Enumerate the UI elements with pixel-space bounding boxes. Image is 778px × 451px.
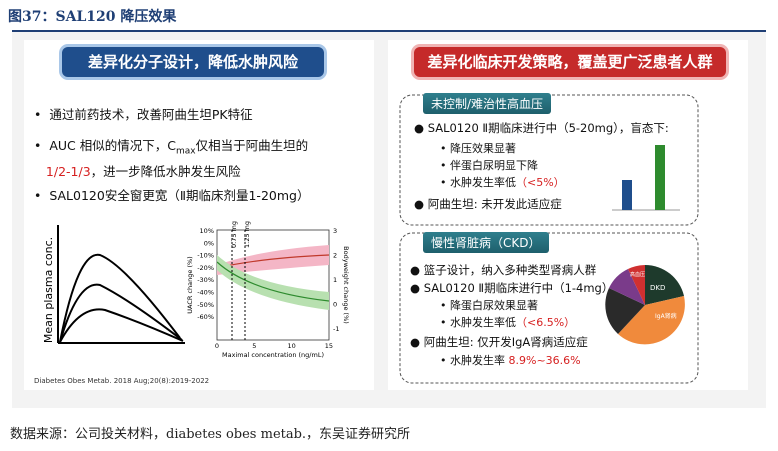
axis-label: UACR change (%) bbox=[186, 256, 194, 313]
sub-item: • 水肿发生率 8.9%~36.6% bbox=[440, 354, 581, 367]
tick-label: 3 bbox=[333, 227, 337, 235]
highlight: 8.9%~36.6% bbox=[508, 354, 581, 367]
marker-label: 1.25 mg bbox=[243, 221, 251, 248]
bullet-text: ，进一步降低水肿发生风险 bbox=[90, 163, 241, 179]
section-title: 慢性肾脏病（CKD） bbox=[423, 232, 549, 253]
item: ● 篮子设计，纳入多种类型肾病人群 bbox=[410, 263, 597, 277]
sub-text: 水肿发生率低 bbox=[450, 176, 516, 189]
bullet: • AUC 相似的情况下，Cmax仅相当于阿曲生坦的 1/2-1/3，进一步降低… bbox=[34, 138, 309, 179]
tick-label: 0 bbox=[333, 301, 337, 309]
bullet-text: 仅相当于阿曲生坦的 bbox=[195, 138, 309, 153]
section-title: 未控制/难治性高血压 bbox=[423, 93, 552, 114]
sub-text: 水肿发生率低 bbox=[450, 316, 516, 329]
tick-label: -40% bbox=[197, 289, 214, 297]
tick-label: 5 bbox=[252, 342, 256, 350]
sub-text: 降蛋白尿效果显著 bbox=[450, 299, 538, 312]
marker-label: 0.75 mg bbox=[230, 221, 238, 248]
right-heading: 差异化临床开发策略，覆盖更广泛患者人群 bbox=[414, 47, 726, 77]
item: ● SAL0120 Ⅱ期临床进行中（5-20mg），盲态下: bbox=[414, 121, 669, 135]
sub-item: • 水肿发生率低（<5%） bbox=[440, 176, 565, 189]
pie-graphic: DKD IgA肾病 高血压 bbox=[605, 265, 685, 345]
sub-item: • 水肿发生率低（<6.5%） bbox=[440, 316, 576, 329]
tick-label: 1 bbox=[333, 276, 337, 284]
sub-text: 伴蛋白尿明显下降 bbox=[450, 159, 538, 172]
item-text: SAL0120 Ⅱ期临床进行中（1-4mg） bbox=[423, 281, 614, 295]
subscript: max bbox=[175, 146, 196, 157]
tick-label: -60% bbox=[197, 313, 214, 321]
item-text: 阿曲生坦: 未开发此适应症 bbox=[427, 197, 562, 211]
pie-label: DKD bbox=[650, 284, 665, 292]
sub-item: • 降蛋白尿效果显著 bbox=[440, 299, 538, 312]
tick-label: 10% bbox=[200, 227, 214, 235]
pie-label: IgA肾病 bbox=[655, 312, 677, 320]
item: ● 阿曲生坦: 未开发此适应症 bbox=[414, 197, 562, 211]
tick-label: 0 bbox=[215, 342, 219, 350]
sub-item: • 伴蛋白尿明显下降 bbox=[440, 159, 538, 172]
tick-label: -50% bbox=[197, 301, 214, 309]
section-box bbox=[399, 232, 699, 384]
pk-chart: Mean plasma conc. bbox=[42, 225, 185, 344]
axis-label: Maximal concentration (ng/mL) bbox=[222, 351, 324, 359]
left-heading: 差异化分子设计，降低水肿风险 bbox=[62, 47, 324, 77]
citation: Diabetes Obes Metab. 2018 Aug;20(8):2019… bbox=[34, 377, 209, 385]
tick-label: -30% bbox=[197, 276, 214, 284]
bullet-text: SAL0120安全窗更宽（Ⅱ期临床剂量1-20mg） bbox=[49, 188, 310, 203]
item-text: SAL0120 Ⅱ期临床进行中（5-20mg），盲态下: bbox=[427, 121, 669, 135]
tick-label: 0% bbox=[204, 239, 214, 247]
item: ● SAL0120 Ⅱ期临床进行中（1-4mg） bbox=[410, 281, 614, 295]
item-text: 阿曲生坦: 仅开发IgA肾病适应症 bbox=[423, 335, 588, 349]
tick-label: 15 bbox=[325, 342, 333, 350]
axis-label: Mean plasma conc. bbox=[42, 237, 55, 343]
sub-text: 降压效果显著 bbox=[450, 142, 516, 155]
figure-title: 图37：SAL120 降压效果 bbox=[8, 9, 177, 25]
item-text: 篮子设计，纳入多种类型肾病人群 bbox=[423, 263, 597, 277]
highlight: （<6.5%） bbox=[516, 316, 576, 329]
bullet-text: 通过前药技术，改善阿曲生坦PK特征 bbox=[49, 107, 253, 122]
sub-text: 水肿发生率 bbox=[450, 354, 509, 367]
tick-label: -1 bbox=[333, 325, 339, 333]
pie-label: 高血压 bbox=[630, 271, 645, 278]
sub-item: • 降压效果显著 bbox=[440, 142, 516, 155]
tick-label: 2 bbox=[333, 252, 337, 260]
tick-label: 10 bbox=[287, 342, 295, 350]
tick-label: -20% bbox=[197, 264, 214, 272]
bullet: • 通过前药技术，改善阿曲生坦PK特征 bbox=[34, 107, 253, 122]
bar-graphic bbox=[612, 145, 680, 211]
item: ● 阿曲生坦: 仅开发IgA肾病适应症 bbox=[410, 335, 588, 349]
source: 数据来源：公司投关材料，diabetes obes metab.，东吴证券研究所 bbox=[10, 427, 411, 442]
left-panel bbox=[24, 40, 374, 390]
uacr-chart: 0.75 mg 1.25 mg 10% 0% -10% -20% -30% -40% -50… bbox=[186, 221, 350, 359]
tick-label: -10% bbox=[197, 252, 214, 260]
bullet-text: AUC 相似的情况下，C bbox=[49, 138, 176, 153]
bullet: • SAL0120安全窗更宽（Ⅱ期临床剂量1-20mg） bbox=[34, 188, 310, 203]
highlight: 1/2-1/3 bbox=[45, 163, 91, 179]
highlight: （<5%） bbox=[516, 176, 565, 189]
axis-label: Bodyweight change (%) bbox=[342, 246, 350, 324]
